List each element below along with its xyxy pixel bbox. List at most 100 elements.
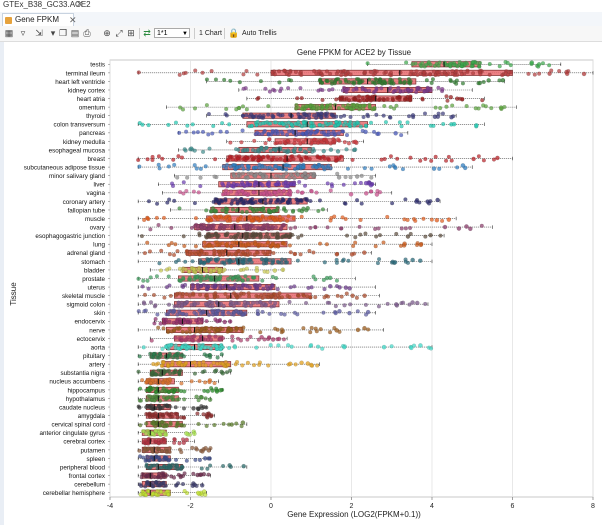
- data-point: [158, 321, 163, 326]
- data-point: [444, 72, 449, 77]
- data-point: [156, 474, 161, 479]
- data-point: [317, 155, 322, 160]
- data-point: [298, 71, 303, 76]
- data-point: [441, 122, 446, 127]
- data-point: [267, 311, 272, 316]
- trellis-layout-select[interactable]: 1*1 ▼: [154, 28, 190, 38]
- data-point: [184, 249, 189, 254]
- data-point: [240, 171, 245, 176]
- data-point: [140, 284, 145, 289]
- outlier-point: [206, 448, 212, 453]
- paste-icon[interactable]: ▤: [70, 28, 80, 38]
- data-point: [235, 201, 240, 206]
- data-point: [341, 257, 346, 262]
- data-point: [182, 397, 187, 402]
- data-point: [433, 154, 438, 159]
- data-point: [505, 60, 510, 65]
- close-window-icon[interactable]: ✕: [76, 0, 84, 9]
- data-point: [244, 232, 249, 237]
- export-icon[interactable]: ⇲: [35, 28, 43, 38]
- data-point: [328, 188, 333, 193]
- data-point: [142, 292, 148, 297]
- data-point: [279, 192, 284, 197]
- data-point: [217, 337, 223, 342]
- data-point: [353, 235, 358, 240]
- data-point: [404, 97, 409, 102]
- data-point: [369, 175, 374, 180]
- data-point: [261, 175, 266, 180]
- data-point: [326, 130, 331, 135]
- layout-icon[interactable]: ⊞: [127, 28, 135, 38]
- data-point: [192, 201, 197, 206]
- copy-icon[interactable]: ❐: [58, 28, 68, 38]
- close-tab-icon[interactable]: ✕: [69, 15, 77, 25]
- category-label: ovary: [90, 224, 106, 231]
- data-point: [179, 381, 184, 386]
- data-point: [175, 420, 180, 425]
- data-point: [199, 274, 204, 279]
- data-point: [150, 484, 155, 489]
- data-point: [212, 248, 217, 253]
- chart-count-label[interactable]: 1 Chart: [199, 30, 222, 37]
- data-point: [230, 240, 235, 245]
- outlier-point: [414, 199, 419, 204]
- box: [174, 301, 280, 308]
- data-point: [252, 138, 257, 143]
- data-point: [153, 303, 158, 308]
- data-point: [189, 225, 194, 230]
- data-point: [385, 301, 390, 306]
- data-point: [142, 217, 147, 222]
- data-point: [191, 471, 196, 476]
- print-icon[interactable]: ⎙: [83, 28, 91, 38]
- data-point: [207, 146, 212, 151]
- auto-trellis-button[interactable]: Auto Trellis: [242, 30, 277, 37]
- tab-gene-fpkm-values[interactable]: Gene FPKM Values ✕: [2, 13, 77, 36]
- data-point: [311, 274, 316, 279]
- data-point: [171, 157, 176, 162]
- dropdown-icon[interactable]: ▾: [50, 28, 56, 38]
- data-point: [143, 492, 149, 498]
- data-point: [292, 166, 298, 172]
- data-point: [355, 309, 360, 314]
- filter-icon[interactable]: ▿: [20, 28, 26, 38]
- data-point: [230, 183, 235, 189]
- data-point: [322, 137, 327, 142]
- data-point: [393, 165, 398, 171]
- data-point: [203, 396, 208, 401]
- data-point: [313, 277, 318, 282]
- data-point: [270, 261, 275, 266]
- data-point: [248, 334, 253, 339]
- fit-icon[interactable]: ⤢: [115, 28, 123, 38]
- data-point: [178, 475, 183, 480]
- data-point: [180, 284, 186, 290]
- data-point: [209, 363, 214, 368]
- zoom-icon[interactable]: ⊕: [103, 28, 111, 38]
- grid-icon[interactable]: ▦: [4, 28, 14, 38]
- data-point: [313, 225, 318, 230]
- data-point: [245, 360, 250, 365]
- data-point: [227, 345, 232, 351]
- data-point: [298, 147, 303, 152]
- data-point: [397, 120, 402, 125]
- outlier-point: [347, 310, 352, 316]
- data-point: [242, 148, 248, 153]
- data-point: [279, 260, 284, 265]
- data-point: [321, 277, 326, 283]
- refresh-icon[interactable]: ⇄: [143, 28, 151, 38]
- lock-icon[interactable]: 🔒: [228, 28, 240, 38]
- data-point: [366, 327, 371, 332]
- data-point: [178, 319, 183, 324]
- data-point: [240, 163, 245, 168]
- outlier-point: [348, 192, 354, 197]
- data-point: [215, 355, 220, 360]
- data-point: [391, 163, 396, 168]
- outlier-point: [446, 217, 452, 222]
- data-point: [227, 251, 232, 256]
- data-point: [152, 394, 157, 399]
- data-point: [342, 303, 347, 308]
- data-point: [310, 164, 316, 169]
- data-point: [173, 405, 178, 410]
- data-point: [243, 190, 248, 196]
- data-point: [282, 242, 287, 247]
- data-point: [191, 345, 196, 350]
